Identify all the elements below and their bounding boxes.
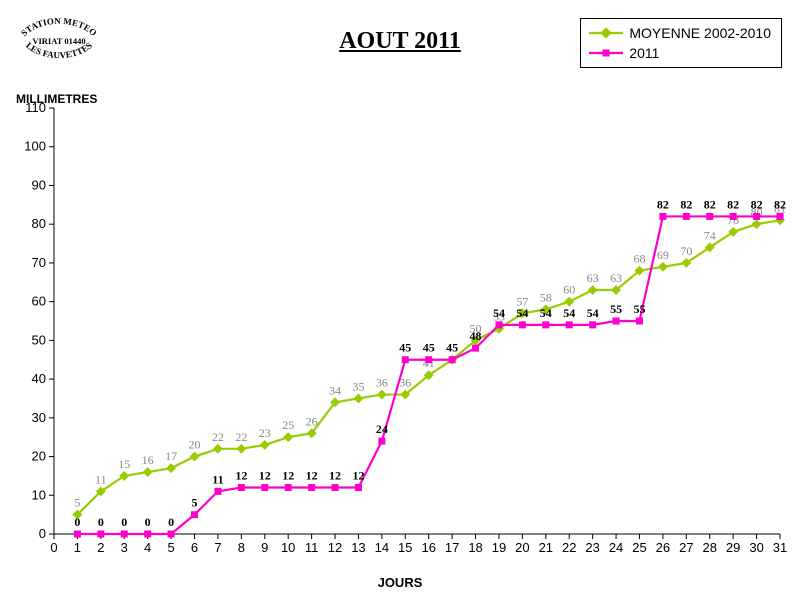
svg-text:22: 22: [212, 430, 224, 444]
svg-text:69: 69: [657, 248, 669, 262]
svg-text:12: 12: [328, 540, 342, 555]
svg-text:22: 22: [562, 540, 576, 555]
svg-text:25: 25: [282, 418, 294, 432]
svg-text:24: 24: [609, 540, 623, 555]
svg-text:5: 5: [192, 496, 198, 510]
svg-text:16: 16: [421, 540, 435, 555]
svg-text:55: 55: [633, 302, 645, 316]
svg-text:23: 23: [259, 426, 271, 440]
svg-text:2: 2: [97, 540, 104, 555]
svg-text:20: 20: [32, 449, 46, 464]
svg-text:12: 12: [282, 469, 294, 483]
svg-text:12: 12: [329, 469, 341, 483]
svg-text:5: 5: [74, 496, 80, 510]
svg-text:29: 29: [726, 540, 740, 555]
svg-text:0: 0: [121, 515, 127, 529]
svg-text:10: 10: [32, 487, 46, 502]
svg-text:68: 68: [633, 252, 645, 266]
svg-text:15: 15: [118, 457, 130, 471]
svg-text:5: 5: [167, 540, 174, 555]
svg-text:82: 82: [774, 197, 786, 211]
svg-text:45: 45: [423, 341, 435, 355]
svg-text:54: 54: [493, 306, 505, 320]
svg-text:55: 55: [610, 302, 622, 316]
svg-text:1: 1: [74, 540, 81, 555]
svg-text:82: 82: [751, 197, 763, 211]
svg-text:25: 25: [632, 540, 646, 555]
svg-text:12: 12: [306, 469, 318, 483]
svg-text:20: 20: [515, 540, 529, 555]
svg-text:11: 11: [305, 540, 319, 555]
svg-text:12: 12: [235, 469, 247, 483]
svg-text:3: 3: [121, 540, 128, 555]
svg-text:19: 19: [492, 540, 506, 555]
svg-text:0: 0: [39, 526, 46, 541]
svg-text:23: 23: [585, 540, 599, 555]
svg-text:11: 11: [95, 472, 107, 486]
svg-text:9: 9: [261, 540, 268, 555]
svg-text:0: 0: [168, 515, 174, 529]
svg-text:28: 28: [703, 540, 717, 555]
svg-text:82: 82: [657, 197, 669, 211]
svg-text:7: 7: [214, 540, 221, 555]
svg-text:26: 26: [656, 540, 670, 555]
svg-text:110: 110: [25, 100, 46, 115]
svg-text:90: 90: [32, 177, 46, 192]
svg-text:82: 82: [704, 197, 716, 211]
svg-text:34: 34: [329, 383, 341, 397]
svg-text:48: 48: [470, 329, 482, 343]
svg-text:10: 10: [281, 540, 295, 555]
chart-plot: 0102030405060708090100110012345678910111…: [0, 0, 800, 604]
svg-text:13: 13: [351, 540, 365, 555]
svg-text:70: 70: [32, 255, 46, 270]
svg-text:12: 12: [259, 469, 271, 483]
svg-text:70: 70: [680, 244, 692, 258]
svg-text:4: 4: [144, 540, 151, 555]
svg-text:11: 11: [212, 472, 223, 486]
svg-text:0: 0: [74, 515, 80, 529]
svg-text:100: 100: [24, 139, 46, 154]
svg-text:45: 45: [399, 341, 411, 355]
svg-text:17: 17: [445, 540, 459, 555]
svg-text:0: 0: [145, 515, 151, 529]
svg-text:16: 16: [142, 453, 154, 467]
svg-text:18: 18: [468, 540, 482, 555]
svg-text:36: 36: [376, 376, 388, 390]
svg-text:31: 31: [773, 540, 787, 555]
svg-text:30: 30: [749, 540, 763, 555]
svg-text:14: 14: [375, 540, 389, 555]
svg-text:21: 21: [539, 540, 553, 555]
svg-text:54: 54: [563, 306, 575, 320]
svg-text:58: 58: [540, 290, 552, 304]
svg-text:40: 40: [32, 371, 46, 386]
svg-text:54: 54: [587, 306, 599, 320]
svg-text:8: 8: [238, 540, 245, 555]
svg-text:27: 27: [679, 540, 693, 555]
svg-text:26: 26: [306, 414, 318, 428]
svg-text:82: 82: [680, 197, 692, 211]
svg-text:6: 6: [191, 540, 198, 555]
svg-text:45: 45: [446, 341, 458, 355]
svg-text:30: 30: [32, 410, 46, 425]
svg-text:22: 22: [235, 430, 247, 444]
svg-text:63: 63: [587, 271, 599, 285]
svg-text:54: 54: [540, 306, 552, 320]
svg-text:82: 82: [727, 197, 739, 211]
svg-text:0: 0: [98, 515, 104, 529]
svg-text:60: 60: [563, 283, 575, 297]
svg-text:15: 15: [398, 540, 412, 555]
svg-text:24: 24: [376, 422, 388, 436]
svg-text:20: 20: [189, 438, 201, 452]
svg-text:0: 0: [50, 540, 57, 555]
svg-text:60: 60: [32, 294, 46, 309]
svg-text:63: 63: [610, 271, 622, 285]
svg-text:74: 74: [704, 228, 716, 242]
svg-text:50: 50: [32, 332, 46, 347]
svg-text:80: 80: [32, 216, 46, 231]
svg-text:35: 35: [352, 379, 364, 393]
svg-text:12: 12: [352, 469, 364, 483]
svg-text:54: 54: [516, 306, 528, 320]
svg-text:17: 17: [165, 449, 177, 463]
